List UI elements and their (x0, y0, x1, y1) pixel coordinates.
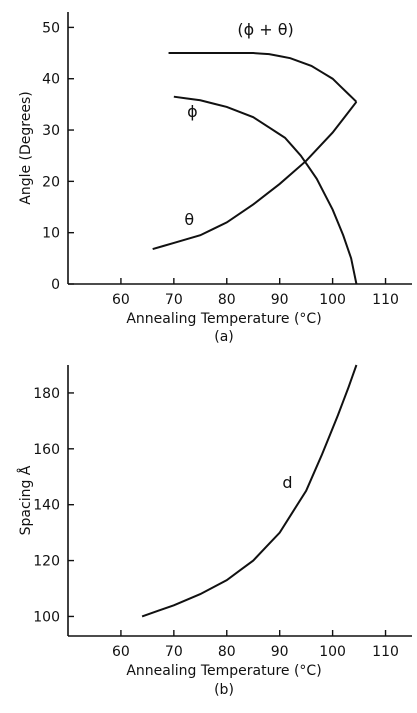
x-tick-label: 70 (165, 644, 183, 660)
x-tick-label: 80 (218, 644, 236, 660)
x-tick-label: 100 (319, 292, 346, 308)
x-tick-label: 110 (372, 644, 399, 660)
y-tick-label: 30 (42, 123, 60, 139)
panel-b: 100 120 140 160 180 60 70 80 90 100 110 Annealing T… (17, 364, 412, 698)
x-tick-label: 60 (112, 644, 130, 660)
x-axis-label: Annealing Temperature (°C) (126, 311, 321, 327)
x-tick-label: 90 (271, 644, 289, 660)
y-axis-label: Spacing Å (17, 465, 34, 535)
y-tick-label: 40 (42, 72, 60, 88)
series-line (168, 52, 358, 103)
series-label: ϕ (187, 102, 198, 121)
y-tick-label: 50 (42, 20, 60, 36)
y-tick-label: 140 (33, 498, 60, 514)
series-line (141, 364, 358, 618)
y-tick-label: 10 (42, 226, 60, 242)
y-axis-label: Angle (Degrees) (18, 91, 34, 204)
y-tick-label: 0 (51, 277, 60, 293)
y-tick-label: 120 (33, 554, 60, 570)
series-label: d (282, 473, 292, 492)
x-tick-label: 100 (319, 644, 346, 660)
x-tick-label: 90 (271, 292, 289, 308)
x-tick-label: 80 (218, 292, 236, 308)
x-axis-label: Annealing Temperature (°C) (126, 663, 321, 679)
panel-label: (b) (214, 682, 234, 698)
series-label: (ϕ + θ) (237, 20, 293, 39)
y-tick-label: 160 (33, 442, 60, 458)
panel-a: 0 10 20 30 40 50 60 70 80 90 100 110 Annealing Tempe… (18, 12, 412, 345)
x-tick-label: 60 (112, 292, 130, 308)
y-tick-label: 100 (33, 609, 60, 625)
series-line (152, 101, 358, 251)
series-line (173, 95, 358, 285)
panel-label: (a) (214, 329, 234, 345)
x-tick-label: 110 (372, 292, 399, 308)
y-tick-label: 180 (33, 386, 60, 402)
y-tick-label: 20 (42, 174, 60, 190)
x-tick-label: 70 (165, 292, 183, 308)
series-label: θ (184, 210, 194, 229)
